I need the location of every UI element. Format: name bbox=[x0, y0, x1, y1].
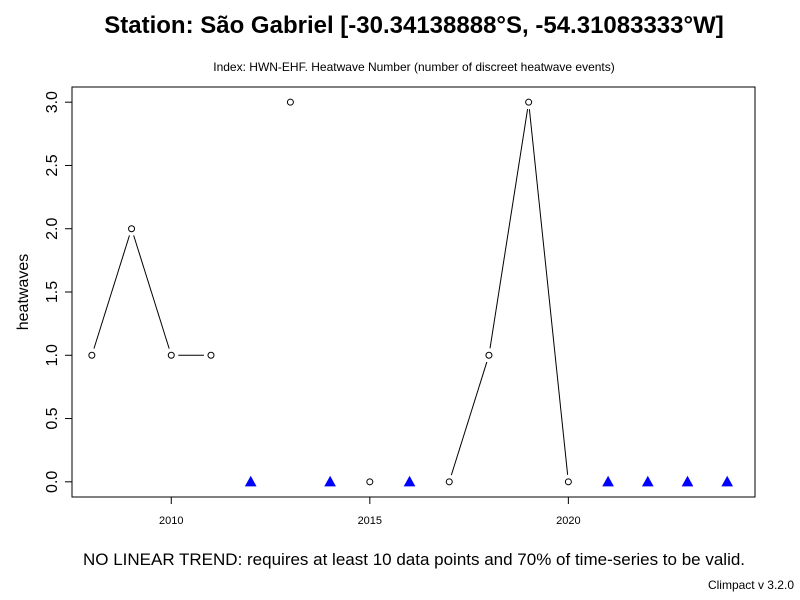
chart-subtitle: Index: HWN-EHF. Heatwave Number (number … bbox=[213, 60, 615, 74]
series-line-segment bbox=[450, 361, 488, 476]
chart-title: Station: São Gabriel [-30.34138888°S, -5… bbox=[104, 12, 724, 39]
missing-data-marker bbox=[681, 475, 694, 487]
data-point bbox=[88, 351, 96, 359]
y-tick-label: 2.0 bbox=[44, 218, 61, 240]
x-tick-label: 2010 bbox=[159, 515, 183, 527]
plot-frame bbox=[71, 86, 756, 498]
y-tick-label: 0.0 bbox=[44, 471, 61, 493]
missing-data-marker bbox=[721, 475, 734, 487]
data-point bbox=[207, 351, 215, 359]
x-tick-label: 2020 bbox=[556, 515, 580, 527]
missing-data-marker bbox=[403, 475, 416, 487]
series-line-segment bbox=[528, 109, 569, 475]
data-point bbox=[286, 98, 294, 106]
data-point bbox=[167, 351, 175, 359]
y-tick-label: 1.5 bbox=[44, 281, 61, 303]
missing-data-marker bbox=[324, 475, 336, 487]
y-tick-label: 2.5 bbox=[44, 154, 61, 176]
x-tick-label: 2015 bbox=[358, 515, 382, 527]
data-point bbox=[445, 478, 453, 486]
data-point bbox=[128, 225, 136, 233]
data-point bbox=[366, 478, 374, 486]
y-tick-label: 3.0 bbox=[44, 91, 61, 113]
data-point bbox=[564, 478, 572, 486]
trend-note: NO LINEAR TREND: requires at least 10 da… bbox=[82, 550, 746, 569]
data-point bbox=[525, 98, 533, 106]
missing-data-marker bbox=[244, 475, 257, 487]
y-axis-label: heatwaves bbox=[15, 254, 32, 331]
software-credit: Climpact v 3.2.0 bbox=[707, 578, 794, 592]
missing-data-marker bbox=[641, 475, 654, 487]
series-line-segment bbox=[93, 235, 130, 349]
y-tick-label: 0.5 bbox=[44, 407, 61, 429]
missing-data-marker bbox=[602, 475, 614, 487]
y-tick-label: 1.0 bbox=[44, 344, 61, 366]
series-line-segment bbox=[489, 109, 529, 349]
data-point bbox=[485, 351, 493, 359]
series-line-segment bbox=[133, 235, 170, 349]
